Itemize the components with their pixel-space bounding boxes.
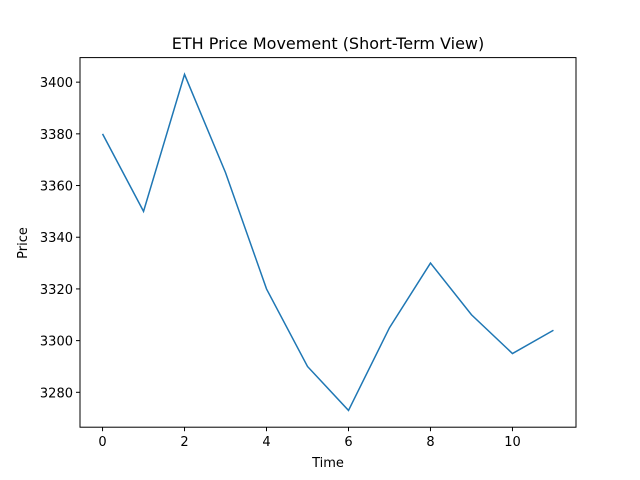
x-tick-label: 6 bbox=[344, 435, 352, 450]
y-tick-label: 3280 bbox=[40, 386, 73, 401]
y-axis-label: Price bbox=[16, 227, 31, 259]
line bbox=[101, 72, 554, 412]
y-tick-label: 3340 bbox=[40, 231, 73, 246]
x-tick-label: 2 bbox=[180, 435, 188, 450]
axes-frame bbox=[79, 57, 577, 428]
y-tick-label: 3300 bbox=[40, 335, 73, 350]
chart-title: ETH Price Movement (Short-Term View) bbox=[172, 34, 485, 53]
y-tick-label: 3380 bbox=[40, 128, 73, 143]
x-axis-label: Time bbox=[311, 456, 344, 471]
x-tick-label: 10 bbox=[504, 435, 521, 450]
y-tick-label: 3400 bbox=[40, 76, 73, 91]
y-tick-label: 3320 bbox=[40, 283, 73, 298]
x-tick-label: 0 bbox=[98, 435, 106, 450]
y-tick-label: 3360 bbox=[40, 180, 73, 195]
x-tick-label: 8 bbox=[426, 435, 434, 450]
x-tick-label: 4 bbox=[262, 435, 270, 450]
